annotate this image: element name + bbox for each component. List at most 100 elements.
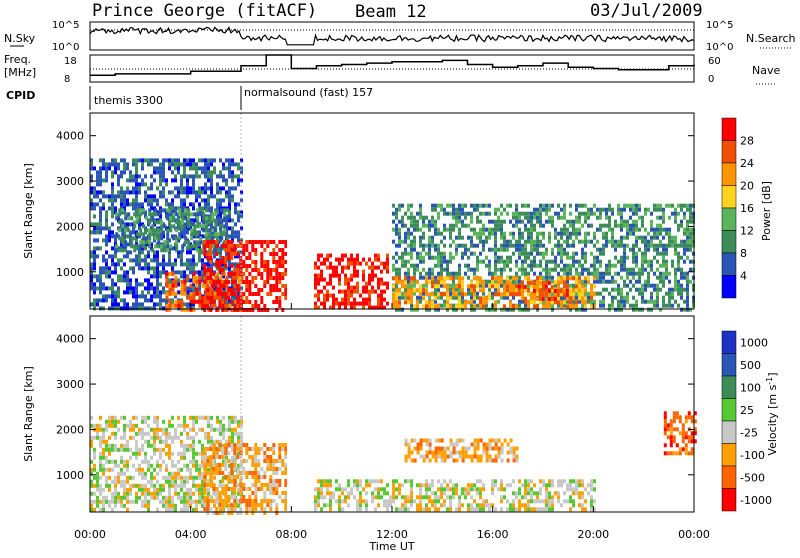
data-cell [428,280,431,284]
data-cell [242,260,245,264]
data-cell [263,475,266,479]
data-cell [242,459,245,463]
data-cell [213,166,216,170]
data-cell [213,194,216,198]
data-cell [193,240,196,244]
data-cell [650,308,653,312]
data-cell [362,278,365,282]
data-cell [395,208,398,212]
data-cell [611,280,614,284]
data-cell [407,276,410,280]
data-cell [209,280,212,284]
data-cell [662,272,665,276]
data-cell [169,244,172,248]
data-cell [203,264,206,268]
data-cell [341,258,344,262]
data-cell [209,272,212,276]
data-cell [189,262,192,266]
data-cell [206,479,209,483]
data-cell [216,174,219,178]
data-cell [548,220,551,224]
data-cell [263,304,266,308]
data-cell [266,467,269,471]
data-cell [653,248,656,252]
data-cell [485,280,488,284]
data-cell [479,232,482,236]
data-cell [150,274,153,278]
data-cell [545,276,548,280]
data-cell [245,248,248,252]
data-cell [632,220,635,224]
data-cell [404,264,407,268]
data-cell [419,284,422,288]
data-cell [581,300,584,304]
data-cell [141,472,144,476]
data-cell [659,264,662,268]
data-cell [476,220,479,224]
data-cell [153,428,156,432]
data-cell [530,240,533,244]
data-cell [115,244,118,248]
data-cell [431,208,434,212]
data-cell [443,280,446,284]
data-cell [144,286,147,290]
data-cell [199,304,202,308]
data-cell [545,293,548,297]
data-cell [220,232,223,236]
data-cell [222,428,225,432]
data-cell [178,220,181,224]
data-cell [162,178,165,182]
data-cell [224,487,227,491]
data-cell [233,304,236,308]
data-cell [233,447,236,451]
data-cell [437,288,440,292]
data-cell [96,254,99,258]
data-cell [234,162,237,166]
data-cell [353,302,356,306]
data-cell [209,447,212,451]
data-cell [120,202,123,206]
data-cell [482,248,485,252]
data-cell [126,448,129,452]
data-cell [626,224,629,228]
data-cell [192,448,195,452]
data-cell [220,208,223,212]
data-cell [234,210,237,214]
data-cell [196,292,199,296]
data-cell [245,475,248,479]
data-cell [590,300,593,304]
data-cell [428,236,431,240]
data-cell [195,508,198,512]
data-cell [443,304,446,308]
data-cell [557,216,560,220]
data-cell [470,240,473,244]
data-cell [198,484,201,488]
data-cell [96,182,99,186]
data-cell [392,284,395,288]
data-cell [228,424,231,428]
data-cell [566,256,569,260]
data-cell [602,232,605,236]
data-cell [111,270,114,274]
data-cell [455,276,458,280]
data-cell [144,420,147,424]
data-cell [431,244,434,248]
data-cell [198,500,201,504]
data-cell [260,475,263,479]
data-cell [488,264,491,268]
data-cell [596,256,599,260]
data-cell [224,463,227,467]
data-cell [168,496,171,500]
data-cell [218,260,221,264]
data-cell [335,274,338,278]
data-cell [563,268,566,272]
data-cell [245,499,248,503]
data-cell [458,280,461,284]
data-cell [668,288,671,292]
data-cell [215,495,218,499]
data-cell [254,483,257,487]
data-cell [452,284,455,288]
data-cell [177,254,180,258]
data-cell [275,284,278,288]
data-cell [680,272,683,276]
